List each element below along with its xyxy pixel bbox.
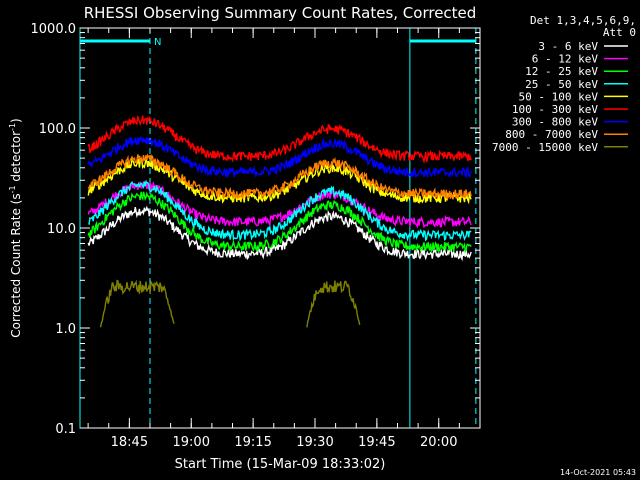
y-tick-label: 100.0 bbox=[39, 122, 76, 137]
legend-label: 25 - 50 keV bbox=[525, 78, 598, 91]
legend-title-line: Att 0 bbox=[603, 26, 636, 39]
axes: 0.1 1.0 10.0 100.0 1000.0 18:45 19:00 19:15 19:3… bbox=[31, 22, 480, 450]
legend-label: 7000 - 15000 keV bbox=[492, 141, 598, 154]
plot-frame bbox=[79, 27, 481, 429]
series-line-1 bbox=[87, 179, 472, 229]
legend-label: 800 - 7000 keV bbox=[505, 128, 598, 141]
y-tick-label: 1.0 bbox=[55, 322, 76, 337]
series-line-6 bbox=[87, 136, 472, 179]
y-axis-label: Corrected Count Rate (s-1 detector-1) bbox=[8, 118, 23, 337]
timestamp: 14-Oct-2021 05:43 bbox=[560, 468, 636, 477]
y-tick-label: 1000.0 bbox=[31, 22, 77, 37]
legend-title-line: Det 1,3,4,5,6,9, bbox=[530, 14, 636, 27]
series-line-5 bbox=[87, 115, 472, 165]
series-line-3 bbox=[87, 179, 472, 242]
legend-label: 100 - 300 keV bbox=[512, 103, 598, 116]
legend-label: 6 - 12 keV bbox=[532, 53, 599, 66]
legend-title: Det 1,3,4,5,6,9,Att 0 bbox=[530, 14, 636, 39]
series-line-0 bbox=[87, 205, 472, 262]
x-tick-label: 19:45 bbox=[358, 435, 395, 450]
legend-label: 3 - 6 keV bbox=[538, 40, 598, 53]
night-flag-label: N bbox=[154, 37, 161, 48]
legend-label: 12 - 25 keV bbox=[525, 65, 598, 78]
y-tick-label: 10.0 bbox=[47, 222, 76, 237]
series-line-8 bbox=[99, 279, 361, 328]
legend-label: 50 - 100 keV bbox=[519, 90, 599, 103]
x-tick-label: 19:00 bbox=[173, 435, 210, 450]
x-tick-label: 18:45 bbox=[111, 435, 148, 450]
x-tick-label: 19:15 bbox=[234, 435, 271, 450]
series-line-7 bbox=[87, 153, 472, 200]
x-tick-label: 19:30 bbox=[296, 435, 333, 450]
series-line-4 bbox=[87, 156, 472, 205]
chart-title: RHESSI Observing Summary Count Rates, Co… bbox=[84, 4, 477, 22]
series-group bbox=[87, 115, 472, 328]
plot-frame-rect bbox=[79, 27, 481, 429]
series-line-2 bbox=[87, 191, 472, 254]
x-tick-label: 20:00 bbox=[420, 435, 457, 450]
y-tick-label: 0.1 bbox=[55, 422, 76, 437]
x-axis-label: Start Time (15-Mar-09 18:33:02) bbox=[175, 457, 386, 472]
legend-label: 300 - 800 keV bbox=[512, 116, 598, 129]
